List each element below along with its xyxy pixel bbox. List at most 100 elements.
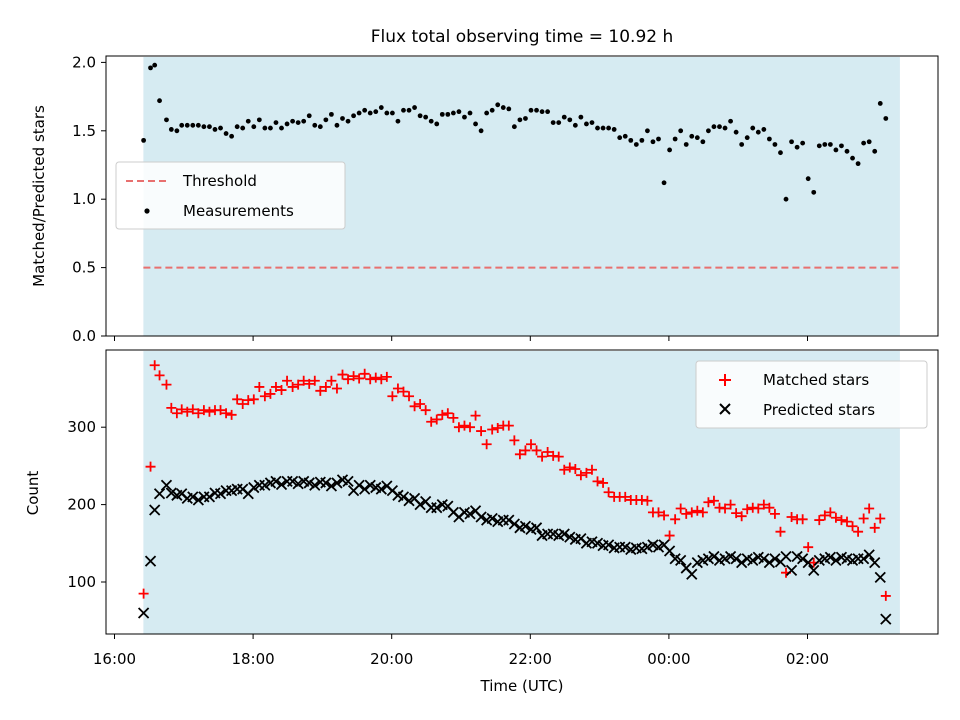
matched-star-point (365, 374, 376, 385)
predicted-star-point (475, 511, 487, 523)
bottom-y-tick-label: 100 (67, 573, 96, 591)
matched-star-point (753, 503, 764, 514)
matched-star-point (392, 383, 403, 394)
predicted-star-point (863, 549, 875, 561)
measurement-point (251, 124, 257, 130)
top-legend: Threshold Measurements (115, 161, 346, 230)
measurement-point (256, 117, 262, 123)
matched-stars-points (138, 360, 891, 601)
measurement-point (667, 147, 672, 153)
matched-star-point (376, 374, 387, 385)
matched-star-point (161, 379, 172, 390)
measurement-point (157, 98, 162, 104)
measurement-point (484, 110, 490, 116)
matched-star-point (154, 370, 165, 381)
measurement-point (417, 113, 423, 119)
top-y-tick-label: 0.0 (72, 327, 96, 345)
matched-star-point (853, 526, 864, 537)
measurement-point (152, 62, 158, 68)
predicted-star-point (275, 478, 288, 491)
measurement-point (622, 133, 628, 139)
measurement-point (572, 122, 578, 128)
matched-star-point (215, 405, 226, 416)
matched-star-point (875, 513, 886, 524)
measurement-point (478, 128, 484, 134)
measurement-point (340, 116, 345, 121)
predicted-star-point (359, 483, 371, 495)
predicted-star-point (353, 479, 365, 491)
matched-star-point (659, 510, 670, 521)
measurement-point (273, 120, 279, 125)
predicted-star-point (342, 475, 354, 488)
matched-star-point (736, 511, 747, 522)
legend-measurements-swatch (144, 208, 150, 214)
measurement-point (500, 105, 506, 110)
matched-star-point (221, 408, 232, 419)
x-tick-label: 22:00 (509, 650, 552, 668)
matched-star-point (470, 410, 481, 421)
measurement-point (323, 117, 329, 123)
measurement-point (428, 118, 434, 124)
measurement-point (722, 125, 728, 131)
matched-star-point (331, 383, 342, 394)
matched-star-point (525, 439, 536, 450)
measurement-point (184, 122, 190, 128)
top-axes-frame (105, 55, 939, 337)
matched-star-point (265, 388, 276, 399)
measurement-point (550, 120, 556, 125)
matched-star-point (708, 495, 719, 506)
predicted-star-point (708, 550, 720, 563)
measurement-point (212, 127, 218, 132)
measurement-point (345, 118, 351, 124)
matched-star-point (720, 503, 731, 514)
predicted-star-point (508, 518, 520, 530)
matched-star-point (520, 445, 531, 456)
measurement-point (561, 114, 567, 120)
predicted-star-point (486, 512, 498, 525)
matched-star-point (193, 408, 204, 419)
measurement-point (207, 124, 212, 130)
measurement-point (645, 128, 650, 134)
measurement-point (312, 122, 318, 128)
matched-star-point (315, 385, 326, 396)
measurement-point (223, 131, 229, 136)
matched-star-point (758, 499, 769, 510)
bottom-axes-frame (105, 349, 939, 635)
measurement-point (456, 109, 462, 115)
measurement-point (839, 143, 844, 149)
matched-star-point (348, 371, 359, 382)
matched-star-point (282, 375, 293, 386)
matched-star-point (858, 513, 869, 524)
predicted-star-point (144, 555, 157, 567)
predicted-star-point (519, 520, 532, 532)
measurement-point (190, 122, 196, 128)
measurement-point (279, 125, 284, 131)
predicted-star-point (602, 539, 615, 551)
measurement-point (362, 107, 368, 113)
measurement-point (367, 110, 373, 116)
matched-star-point (309, 375, 320, 386)
matched-star-point (703, 497, 714, 508)
measurement-point (384, 110, 390, 116)
measurement-point (811, 189, 817, 195)
predicted-star-point (192, 494, 204, 506)
predicted-star-point (686, 568, 698, 580)
measurement-point (373, 109, 379, 115)
matched-star-point (254, 381, 265, 392)
matched-star-point (270, 381, 281, 392)
measurement-point (578, 114, 584, 120)
measurement-point (567, 117, 573, 123)
measurement-point (689, 133, 695, 139)
matched-star-point (692, 505, 703, 516)
matched-star-point (453, 422, 464, 433)
matched-star-point (448, 412, 459, 423)
predicted-star-point (530, 522, 543, 534)
top-y-tick-label: 1.5 (72, 122, 96, 140)
measurement-point (711, 124, 717, 130)
measurement-point (733, 129, 739, 135)
matched-star-point (387, 391, 398, 402)
predicted-star-point (558, 528, 570, 540)
measurement-point (656, 136, 661, 142)
bottom-y-tick-label: 300 (67, 418, 96, 436)
predicted-star-point (397, 491, 410, 503)
